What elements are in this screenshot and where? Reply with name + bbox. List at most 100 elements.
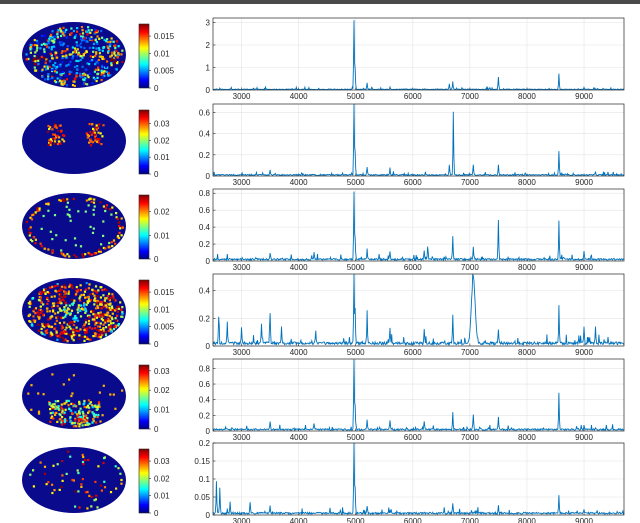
intensity-pixel (70, 335, 74, 338)
intensity-pixel (53, 403, 56, 406)
intensity-pixel (110, 330, 113, 333)
intensity-pixel (92, 201, 96, 204)
colorbar-gradient (138, 109, 150, 175)
intensity-pixel (104, 303, 107, 307)
intensity-pixel (48, 141, 51, 145)
colorbar-gradient (138, 194, 150, 260)
intensity-pixel (58, 41, 61, 44)
intensity-pixel (99, 300, 102, 303)
intensity-pixel (96, 415, 99, 419)
intensity-pixel (42, 303, 45, 306)
plot-background (213, 359, 624, 431)
intensity-pixel (105, 70, 108, 73)
intensity-pixel (102, 315, 105, 318)
intensity-pixel (74, 318, 77, 321)
intensity-pixel (83, 47, 86, 50)
intensity-pixel (118, 225, 121, 228)
intensity-pixel (94, 136, 97, 139)
intensity-pixel (88, 141, 91, 144)
intensity-pixel (91, 406, 94, 409)
x-tick-label: 5000 (347, 433, 365, 442)
intensity-pixel (49, 138, 52, 141)
intensity-pixel (97, 72, 100, 75)
intensity-pixel (95, 128, 98, 131)
intensity-pixel (34, 51, 37, 54)
intensity-pixel (113, 50, 116, 53)
intensity-pixel (87, 319, 91, 323)
intensity-pixel (103, 299, 106, 302)
intensity-pixel (61, 199, 64, 202)
intensity-pixel (64, 239, 67, 242)
intensity-pixel (80, 35, 83, 38)
intensity-pixel (32, 469, 35, 472)
intensity-pixel (89, 401, 92, 404)
intensity-pixel (87, 251, 90, 255)
intensity-pixel (91, 59, 94, 62)
intensity-pixel (118, 221, 121, 224)
spectrum-axes-2: 3000 4000 5000 6000 7000 8000 9000 0.6 0.4 0.2 0 (199, 103, 625, 187)
intensity-pixel (46, 323, 50, 326)
intensity-pixel (43, 333, 46, 336)
intensity-pixel (66, 201, 69, 204)
intensity-pixel (53, 142, 56, 145)
intensity-pixel (115, 68, 118, 71)
intensity-pixel (72, 80, 75, 83)
intensity-pixel (41, 324, 44, 327)
intensity-pixel (40, 245, 43, 248)
colorbar-tick-label: 0 (154, 170, 159, 179)
intensity-pixel (59, 63, 62, 66)
intensity-pixel (121, 311, 124, 314)
intensity-pixel (62, 26, 65, 29)
intensity-pixel (51, 491, 54, 495)
intensity-pixel (104, 302, 107, 305)
intensity-pixel (43, 472, 46, 475)
intensity-pixel (95, 321, 98, 324)
intensity-pixel (77, 419, 80, 422)
intensity-pixel (79, 284, 82, 287)
intensity-pixel (66, 312, 69, 315)
intensity-pixel (48, 292, 51, 295)
intensity-pixel (72, 324, 75, 327)
intensity-pixel (99, 328, 102, 332)
intensity-pixel (79, 415, 82, 418)
intensity-pixel (65, 64, 68, 67)
intensity-pixel (102, 234, 105, 237)
intensity-pixel (50, 46, 54, 49)
intensity-pixel (63, 299, 66, 303)
intensity-pixel (57, 405, 60, 408)
intensity-pixel (101, 135, 104, 138)
intensity-pixel (85, 132, 88, 135)
intensity-pixel (46, 291, 49, 294)
intensity-pixel (83, 323, 86, 326)
intensity-pixel (76, 27, 79, 30)
intensity-pixel (106, 60, 109, 63)
intensity-pixel (55, 316, 58, 319)
intensity-pixel (82, 39, 85, 42)
intensity-pixel (68, 255, 71, 258)
intensity-pixel (103, 57, 106, 61)
x-tick-label: 9000 (575, 263, 593, 272)
intensity-pixel (119, 472, 122, 475)
intensity-pixel (69, 312, 72, 315)
y-tick-label: 1 (206, 64, 211, 73)
intensity-pixel (72, 404, 76, 408)
intensity-pixel (66, 198, 69, 201)
intensity-pixel (111, 293, 114, 296)
intensity-pixel (89, 31, 92, 34)
intensity-pixel (43, 65, 46, 68)
intensity-pixel (98, 248, 101, 251)
intensity-pixel (82, 455, 85, 459)
intensity-pixel (80, 421, 83, 424)
intensity-pixel (59, 299, 62, 302)
intensity-pixel (71, 321, 74, 324)
x-tick-label: 3000 (233, 517, 251, 523)
intensity-pixel (107, 297, 110, 300)
intensity-pixel (63, 420, 67, 423)
intensity-pixel (69, 321, 72, 324)
intensity-pixel (40, 227, 43, 230)
intensity-pixel (53, 327, 56, 330)
intensity-pixel (103, 70, 106, 73)
intensity-pixel (86, 417, 89, 420)
colorbar-tick-label: 0.01 (154, 49, 170, 58)
